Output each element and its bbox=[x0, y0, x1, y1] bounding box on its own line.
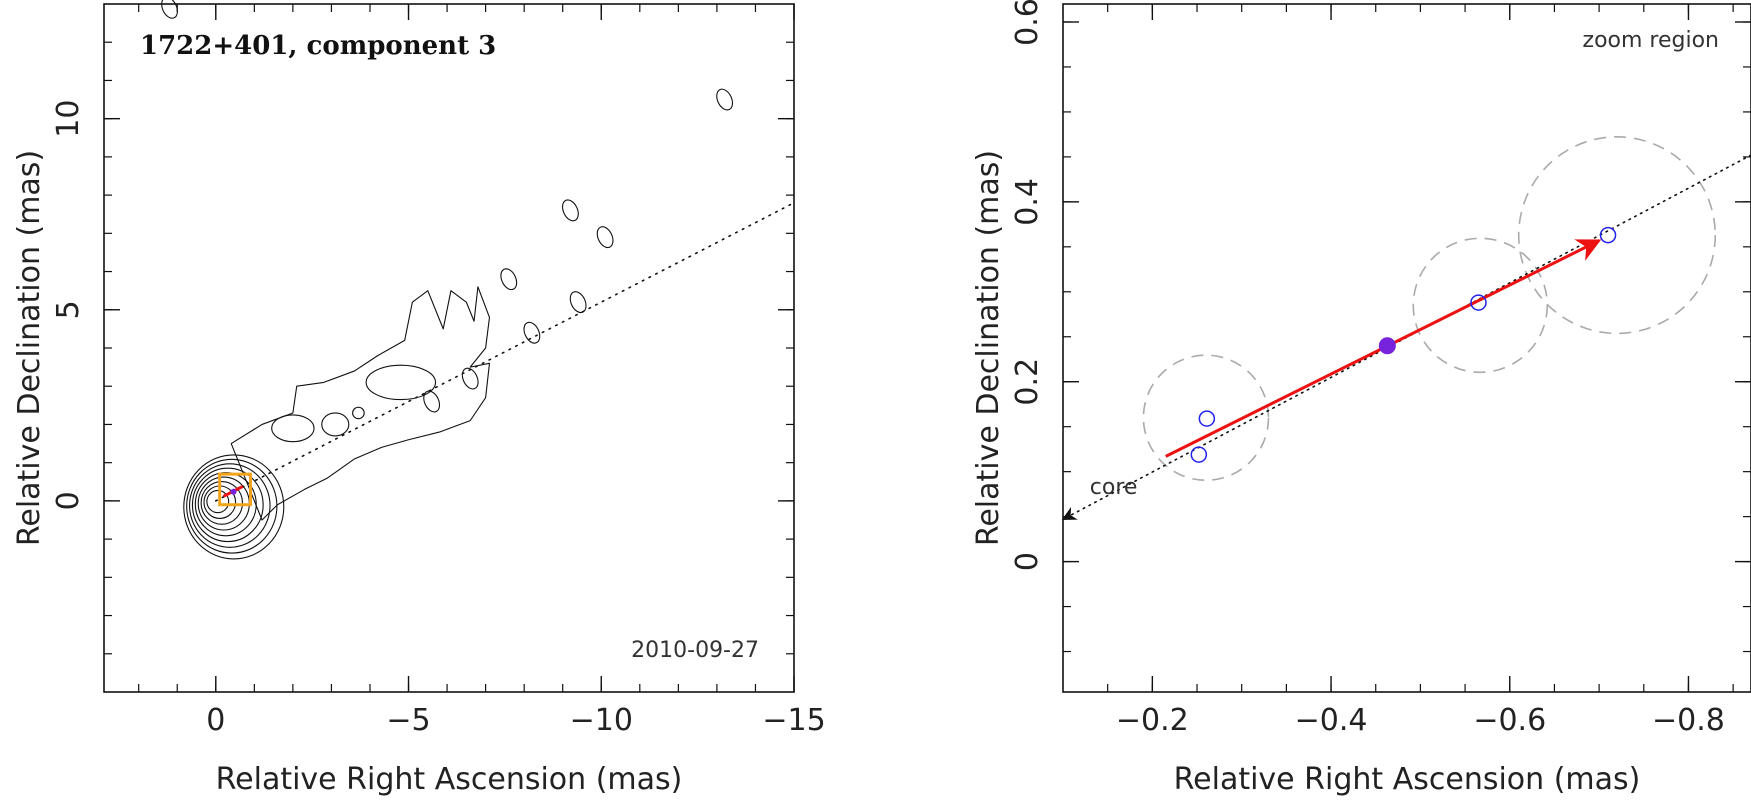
uncertainty-circle bbox=[1412, 237, 1549, 374]
jet-axis-line bbox=[214, 201, 795, 502]
y-tick-label: 0.2 bbox=[1010, 358, 1045, 406]
component-position-point bbox=[1599, 226, 1617, 244]
core-contour bbox=[200, 481, 244, 525]
jet-island-contour bbox=[161, 0, 178, 19]
core-contour bbox=[189, 463, 271, 548]
x-tick-label: −0.4 bbox=[1295, 703, 1368, 738]
jet-island-contour bbox=[596, 226, 614, 249]
right-panel: −0.2 −0.4 −0.6 −0.8 0 0.2 0.4 0.6 Relative Right… bbox=[971, 0, 1751, 797]
y-tick-label: 0 bbox=[1010, 552, 1045, 571]
jet-knot-contour bbox=[321, 412, 350, 437]
y-tick-label: 5 bbox=[51, 300, 86, 319]
jet-knot-contour bbox=[365, 364, 437, 401]
zoom-box bbox=[218, 472, 252, 507]
jet-island-contour bbox=[716, 88, 734, 111]
y-axis-title: Relative Declination (mas) bbox=[12, 150, 47, 546]
component-position-point bbox=[1190, 446, 1208, 463]
jet-island-contour bbox=[461, 367, 479, 390]
x-tick-label: −0.8 bbox=[1652, 703, 1725, 738]
epoch-label: 2010-09-27 bbox=[631, 638, 759, 663]
core-contour bbox=[191, 467, 264, 543]
x-tick-label: −0.2 bbox=[1116, 703, 1189, 738]
y-tick-label: 0 bbox=[51, 491, 86, 510]
jet-island-contour bbox=[523, 321, 541, 344]
x-tick-label: −0.6 bbox=[1473, 703, 1546, 738]
mean-position-point bbox=[1378, 337, 1396, 355]
chart-title: zoom region bbox=[1583, 28, 1719, 53]
x-tick-label: −5 bbox=[386, 703, 430, 738]
left-panel: 0 −5 −10 −15 0 5 10 Relative Right Ascension (m… bbox=[12, 0, 826, 797]
chart-title: 1722+401, component 3 bbox=[140, 31, 496, 61]
x-axis-title: Relative Right Ascension (mas) bbox=[1174, 762, 1641, 797]
x-tick-label: 0 bbox=[206, 703, 225, 738]
x-axis-title: Relative Right Ascension (mas) bbox=[216, 762, 683, 797]
y-tick-label: 0.6 bbox=[1010, 0, 1045, 46]
jet-knot-contour bbox=[352, 406, 365, 420]
uncertainty-circle bbox=[1142, 354, 1270, 482]
component-position-point bbox=[1198, 410, 1216, 427]
component-position-point bbox=[1470, 294, 1487, 311]
jet-island-contour bbox=[423, 390, 441, 413]
core-contour bbox=[186, 458, 278, 554]
right-plot-frame bbox=[1062, 3, 1751, 693]
core-contour bbox=[206, 489, 230, 514]
jet-knot-contour bbox=[271, 414, 315, 443]
x-tick-label: −10 bbox=[570, 703, 633, 738]
jet-island-contour bbox=[562, 199, 579, 222]
jet-island-contour bbox=[569, 291, 587, 314]
core-label: core bbox=[1090, 475, 1138, 500]
y-tick-label: 10 bbox=[51, 100, 86, 138]
left-plot-frame bbox=[103, 3, 795, 693]
y-tick-label: 0.4 bbox=[1010, 178, 1045, 226]
y-axis-title: Relative Declination (mas) bbox=[971, 150, 1006, 546]
jet-island-contour bbox=[500, 268, 518, 291]
jet-outer-contour bbox=[230, 286, 491, 521]
uncertainty-circle bbox=[1517, 136, 1717, 335]
x-tick-label: −15 bbox=[762, 703, 825, 738]
core-contour bbox=[183, 454, 285, 560]
mean-position-small bbox=[230, 488, 237, 495]
